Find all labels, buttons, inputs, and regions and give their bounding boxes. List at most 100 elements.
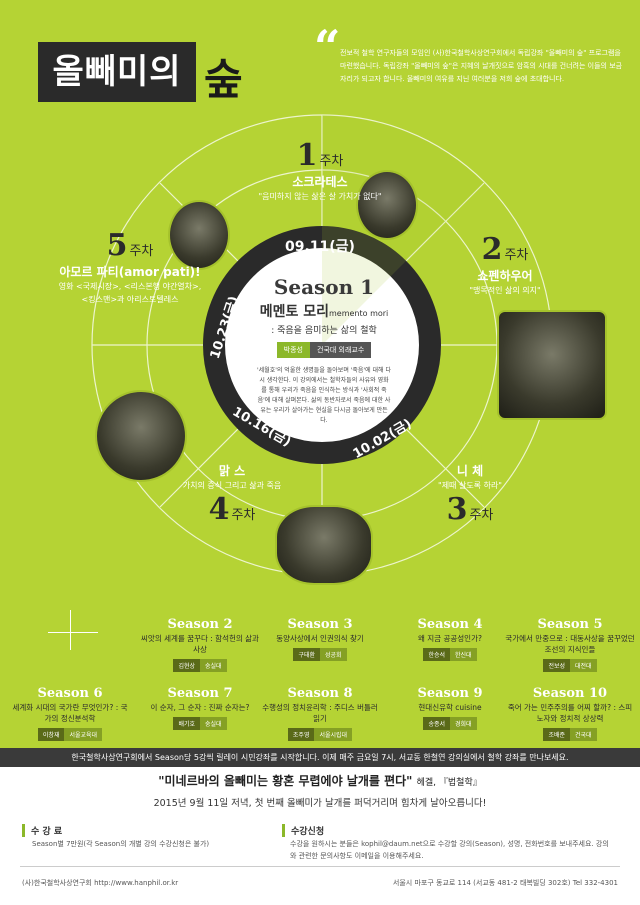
season-lecturer: 배기호: [173, 717, 200, 730]
crosshair-mark: [48, 632, 98, 633]
start-date: 2015년 9월 11일 저녁, 첫 번째 올빼미가 날개를 퍼덕거리며 힘차게…: [153, 798, 487, 809]
week1: 1 주차 소크라테스 "음미하지 않는 삶은 살 가치가 없다": [220, 138, 420, 203]
week-name: 쇼펜하우어: [477, 269, 533, 283]
season-card: Season 7 이 순자, 그 순자 : 진짜 순자는? 배기호 숭실대: [140, 686, 260, 730]
week-name: 소크라테스: [292, 175, 348, 189]
season-title: Season 7: [167, 686, 233, 701]
season-affil: 숭실대: [200, 717, 227, 730]
season-title: Season 2: [167, 617, 233, 632]
quote-text: "미네르바의 올빼미는 황혼 무렵에야 날개를 편다": [158, 774, 413, 788]
week-sub: "음미하지 않는 삶은 살 가치가 없다": [258, 192, 382, 201]
season-lecturer: 이창재: [37, 728, 65, 741]
intro-text: 전보적 철학 연구자들의 모임인 (사)한국철학사상연구회에서 독립강좌 "올빼…: [340, 49, 623, 83]
fee-title: 수 강 료: [22, 824, 62, 837]
season-desc: 세계화 시대의 국가란 무엇인가? : 국가의 정신분석학: [12, 703, 128, 723]
season-desc: 왜 지금 공공성인가?: [418, 634, 482, 643]
season-title: Season 6: [37, 686, 103, 701]
season-affil: 서울시립대: [314, 728, 353, 741]
nietzsche-portrait: [275, 505, 373, 585]
week-sub: "제때 살도록 하라": [438, 481, 502, 490]
week-name: 맑 스: [218, 464, 246, 478]
week-num: 4: [208, 492, 230, 527]
season-desc: 이 순자, 그 순자 : 진짜 순자는?: [150, 703, 250, 712]
logo: 올빼미의: [38, 42, 196, 102]
season1-title: Season 1: [273, 275, 375, 299]
logo-forest: 숲: [204, 55, 243, 104]
season-title: Season 10: [532, 686, 608, 701]
season-lecturer: 조배준: [543, 728, 570, 741]
season-card: Season 8 수행성의 정치윤리학 : 주디스 버틀러 읽기 조주영 서울시립대: [260, 686, 380, 741]
season-lecturer: 한승석: [423, 648, 450, 661]
footer-address: 서울시 마포구 동교로 114 (서교동 481-2 태복빌딩 302호) Te…: [392, 879, 618, 887]
divider: [20, 866, 620, 867]
schopenhauer-portrait: [497, 310, 607, 420]
week4: 맑 스 가치의 증식 그리고 삶과 죽음 4 주차: [162, 462, 302, 527]
season-title: Season 8: [287, 686, 353, 701]
lecturer-badge: 박종성 건국대 외래교수: [257, 342, 391, 358]
season-affil: 한신대: [450, 648, 477, 661]
hegel-quote: "미네르바의 올빼미는 황혼 무렵에야 날개를 편다" 헤겔, 『법철학』: [0, 772, 640, 789]
week3: 니 체 "제때 살도록 하라" 3 주차: [400, 462, 540, 527]
season-title: Season 3: [287, 617, 353, 632]
season-affil: 서울교육대: [64, 728, 103, 741]
week5: 5 주차 아모르 파티(amor pati)! 영화 <국제시장>, <리스본행 …: [55, 228, 205, 306]
marx-portrait: [95, 390, 187, 482]
theme-ko: 메멘토 모리: [259, 304, 329, 320]
socrates-portrait: [356, 170, 418, 240]
season-card: Season 4 왜 지금 공공성인가? 한승석 한신대: [390, 617, 510, 661]
week-ju: 주차: [129, 244, 154, 259]
season-lecturer: 조주영: [287, 728, 315, 741]
season-desc: 씨앗의 세계를 꿈꾸다 : 함석헌의 삶과 사상: [141, 634, 259, 654]
fee-text: Season별 7만원(각 Season의 개별 강의 수강신청은 불가): [32, 840, 210, 848]
quote-icon: “: [314, 20, 341, 74]
season-card: Season 5 국가에서 만중으로 : 대동사상을 꿈꾸었던 조선의 지식인들 전…: [505, 617, 635, 672]
season-desc: 현대신유학 cuisine: [418, 703, 482, 712]
season1-theme: 메멘토 모리memento mori: [257, 301, 391, 321]
season-affil: 숭실대: [200, 659, 227, 672]
footer-org[interactable]: (사)한국철학사상연구회 http://www.hanphil.or.kr: [22, 879, 179, 887]
season-title: Season 9: [417, 686, 483, 701]
theme-en: memento mori: [329, 309, 389, 318]
season-desc: 동양사상에서 인권의식 찾기: [276, 634, 364, 643]
season-card: Season 9 현대신유학 cuisine 송종서 경희대: [390, 686, 510, 730]
week-sub: "맹목적인 삶의 의지": [469, 286, 541, 295]
week-name: 니 체: [456, 464, 484, 478]
season-desc: 국가에서 만중으로 : 대동사상을 꿈꾸었던 조선의 지식인들: [505, 634, 635, 654]
week-ju: 주차: [319, 154, 344, 169]
season-affil: 경희대: [450, 717, 477, 730]
week-ju: 주차: [469, 508, 494, 523]
season1-subtitle: : 죽음을 음미하는 삶의 철학: [271, 326, 377, 336]
week2: 2 주차 쇼펜하우어 "맹목적인 삶의 의지": [430, 232, 580, 297]
crosshair-mark: [70, 610, 71, 650]
week-num: 3: [446, 492, 468, 527]
week-sub: 영화 <국제시장>, <리스본행 야간열차>, <킹스맨>과 아리스토텔레스: [58, 282, 202, 304]
season-card: Season 10 죽어 가는 민주주의를 어찌 할까? : 스피노자와 정치적 …: [505, 686, 635, 741]
quote-source: 헤겔, 『법철학』: [416, 778, 482, 788]
aristotle-portrait: [168, 200, 230, 270]
season-lecturer: 구태환: [293, 648, 320, 661]
season-affil: 성공회: [320, 648, 347, 661]
lecturer-affil: 건국대 외래교수: [310, 342, 372, 358]
week-ju: 주차: [231, 508, 256, 523]
announcement-bar: 한국철학사상연구회에서 Season당 5강씩 릴레이 시민강좌를 시작합니다.…: [0, 748, 640, 767]
apply-text: 수강을 원하시는 분들은 kophil@daum.net으로 수강할 강의(Se…: [290, 840, 609, 860]
season1-desc: '세월호'의 억울한 생명들을 돌아보며 '죽음'에 대해 다시 생각한다. 이…: [257, 367, 391, 424]
season-affil: 건국대: [570, 728, 597, 741]
lecturer-name: 박종성: [276, 342, 310, 358]
season1-center: Season 1 메멘토 모리memento mori : 죽음을 음미하는 삶…: [257, 275, 391, 426]
week-num: 5: [106, 228, 128, 263]
apply-title: 수강신청: [282, 824, 324, 837]
week-ju: 주차: [504, 248, 529, 263]
week-num: 1: [296, 138, 318, 173]
week-sub: 가치의 증식 그리고 삶과 죽음: [182, 481, 282, 490]
week-name: 아모르 파티(amor pati)!: [59, 265, 201, 279]
season-affil: 대전대: [570, 659, 597, 672]
season-lecturer: 김현상: [173, 659, 200, 672]
season-desc: 죽어 가는 민주주의를 어찌 할까? : 스피노자와 정치적 상상력: [507, 703, 633, 723]
season-title: Season 5: [537, 617, 603, 632]
season-lecturer: 송종서: [423, 717, 450, 730]
week-num: 2: [481, 232, 503, 267]
